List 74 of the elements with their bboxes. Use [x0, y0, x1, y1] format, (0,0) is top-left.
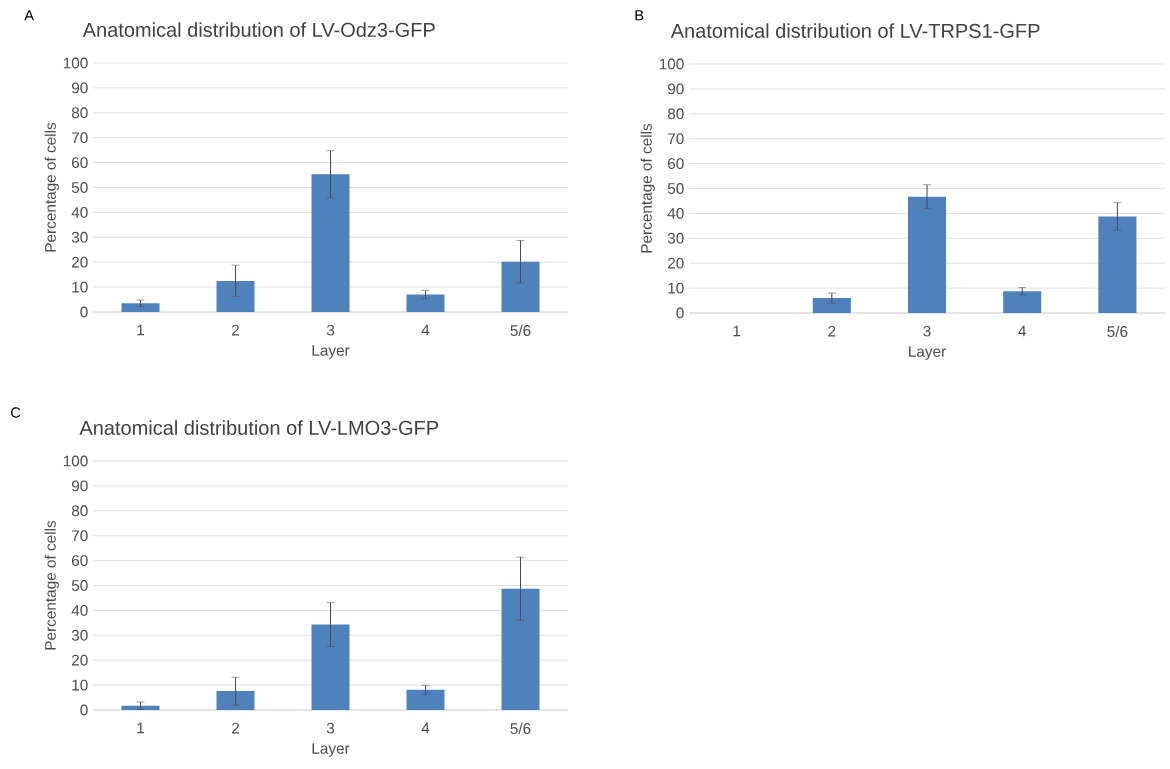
x-tick-label: 5/6 — [1107, 325, 1128, 337]
x-tick-label: 1 — [137, 324, 145, 336]
y-axis-title: Percentage of cells — [44, 122, 59, 252]
y-tick-label: 60 — [72, 157, 88, 169]
y-tick-label: 70 — [72, 530, 88, 542]
y-tick-label: 0 — [80, 704, 88, 716]
bar — [907, 196, 947, 313]
chart-title: Anatomical distribution of LV-TRPS1-GFP — [670, 23, 1040, 38]
y-tick-label: 10 — [668, 282, 684, 294]
bar — [311, 624, 350, 710]
y-tick-label: 40 — [71, 206, 88, 218]
x-axis-title: Layer — [312, 743, 350, 757]
bar — [1003, 291, 1042, 313]
x-tick-label: 2 — [828, 325, 836, 337]
x-tick-label: 1 — [137, 722, 145, 734]
bar — [501, 261, 540, 312]
bar — [812, 298, 851, 313]
x-tick-label: 1 — [733, 325, 741, 337]
x-tick-label: 2 — [232, 722, 239, 734]
bar — [311, 174, 350, 312]
text: B — [635, 10, 644, 21]
x-tick-label: 3 — [326, 324, 335, 336]
y-tick-label: 10 — [72, 281, 88, 293]
x-tick-label: 2 — [232, 324, 239, 336]
y-tick-label: 90 — [667, 83, 684, 95]
y-tick-label: 100 — [63, 455, 88, 467]
y-axis-title: Percentage of cells — [640, 123, 655, 253]
x-axis-title: Layer — [312, 345, 350, 359]
bar — [501, 588, 540, 710]
bar — [406, 294, 445, 312]
y-tick-label: 40 — [71, 604, 88, 616]
bar — [216, 691, 255, 710]
x-tick-label: 3 — [923, 325, 931, 337]
x-tick-label: 5/6 — [510, 324, 531, 336]
y-tick-label: 30 — [71, 231, 88, 243]
y-tick-label: 30 — [667, 232, 684, 244]
y-tick-label: 90 — [71, 480, 88, 492]
x-axis-title: Layer — [909, 346, 946, 360]
y-axis-title: Percentage of cells — [44, 520, 59, 650]
chart-title: Anatomical distribution of LV-LMO3-GFP — [79, 420, 439, 435]
x-tick-label: 4 — [421, 324, 430, 336]
y-tick-label: 80 — [71, 505, 88, 517]
x-tick-label: 4 — [421, 722, 430, 734]
y-tick-label: 70 — [72, 132, 88, 144]
y-tick-label: 50 — [71, 182, 88, 193]
text: C — [11, 407, 21, 418]
y-tick-label: 10 — [72, 679, 88, 691]
bar — [121, 303, 160, 312]
x-tick-label: 4 — [1018, 325, 1027, 337]
y-tick-label: 50 — [71, 580, 88, 591]
y-tick-label: 80 — [667, 108, 684, 120]
y-tick-label: 20 — [72, 654, 88, 666]
y-tick-label: 30 — [71, 629, 88, 641]
x-tick-label: 5/6 — [510, 722, 531, 734]
y-tick-label: 20 — [72, 256, 88, 268]
bar — [1098, 216, 1137, 313]
y-tick-label: 40 — [667, 207, 684, 219]
bar — [121, 705, 160, 710]
y-tick-label: 70 — [668, 133, 684, 145]
y-tick-label: 100 — [63, 57, 88, 69]
y-tick-label: 0 — [676, 307, 684, 319]
chart-title: Anatomical distribution of LV-Odz3-GFP — [82, 22, 435, 37]
text: A — [24, 10, 35, 21]
bar — [216, 280, 255, 312]
x-tick-label: 3 — [326, 722, 335, 734]
y-tick-label: 60 — [72, 555, 88, 567]
y-tick-label: 60 — [668, 158, 684, 170]
y-tick-label: 20 — [668, 257, 684, 269]
y-tick-label: 80 — [71, 107, 88, 119]
bar — [406, 689, 445, 710]
y-tick-label: 100 — [659, 58, 684, 70]
y-tick-label: 90 — [71, 82, 88, 94]
y-tick-label: 0 — [80, 306, 88, 318]
y-tick-label: 50 — [667, 183, 684, 194]
